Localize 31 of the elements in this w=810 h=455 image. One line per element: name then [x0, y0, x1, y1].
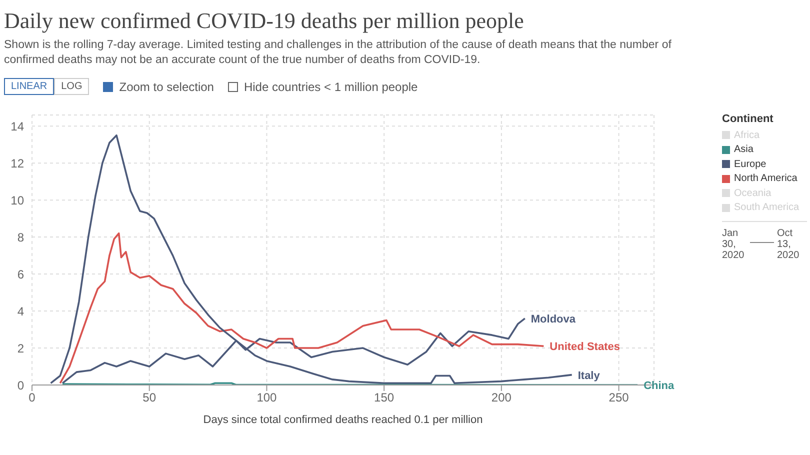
text: Jan 30, 2020 [722, 228, 746, 261]
x-tick-label: 150 [374, 390, 394, 405]
x-axis-title: Days since total confirmed deaths reached 0.1 per million [203, 414, 483, 426]
y-tick-label: 0 [17, 378, 24, 392]
text: Zoom to selection [119, 80, 214, 94]
text: Asia [733, 143, 754, 157]
y-tick-label: 8 [17, 230, 24, 244]
series-label: Italy [578, 370, 601, 382]
x-tick-label: 100 [256, 390, 278, 405]
y-tick-label: 6 [17, 267, 24, 282]
series-label: China [644, 380, 676, 392]
y-tick-label: 14 [10, 119, 24, 134]
chart-subtitle: Shown is the rolling 7-day average. Limited testing and challenges in the attribution of the cause of death means that the number of confirmed deaths may not be an accurate count of the true number of deaths from COVID-19. [4, 38, 672, 68]
text: Oct 13, 2020 [777, 228, 800, 261]
series-label: Moldova [530, 313, 576, 326]
legend-title: Continent [722, 113, 774, 125]
log-button: LOG [54, 78, 90, 95]
chart-title: Daily new confirmed COVID-19 deaths per million people [4, 8, 524, 34]
x-tick-label: 200 [491, 390, 512, 405]
series-label: United States [550, 341, 620, 354]
y-tick-label: 2 [17, 341, 24, 356]
linear-button: LINEAR [4, 78, 54, 95]
y-tick-label: 12 [10, 156, 24, 170]
text: Hide countries < 1 million people [244, 80, 418, 94]
y-tick-label: 10 [10, 193, 24, 208]
x-tick-label: 250 [608, 390, 630, 405]
text: North America [733, 172, 798, 186]
x-tick-label: 0 [28, 390, 36, 405]
y-tick-label: 4 [17, 304, 24, 318]
text: Europe [733, 158, 768, 172]
x-tick-label: 50 [142, 390, 156, 405]
